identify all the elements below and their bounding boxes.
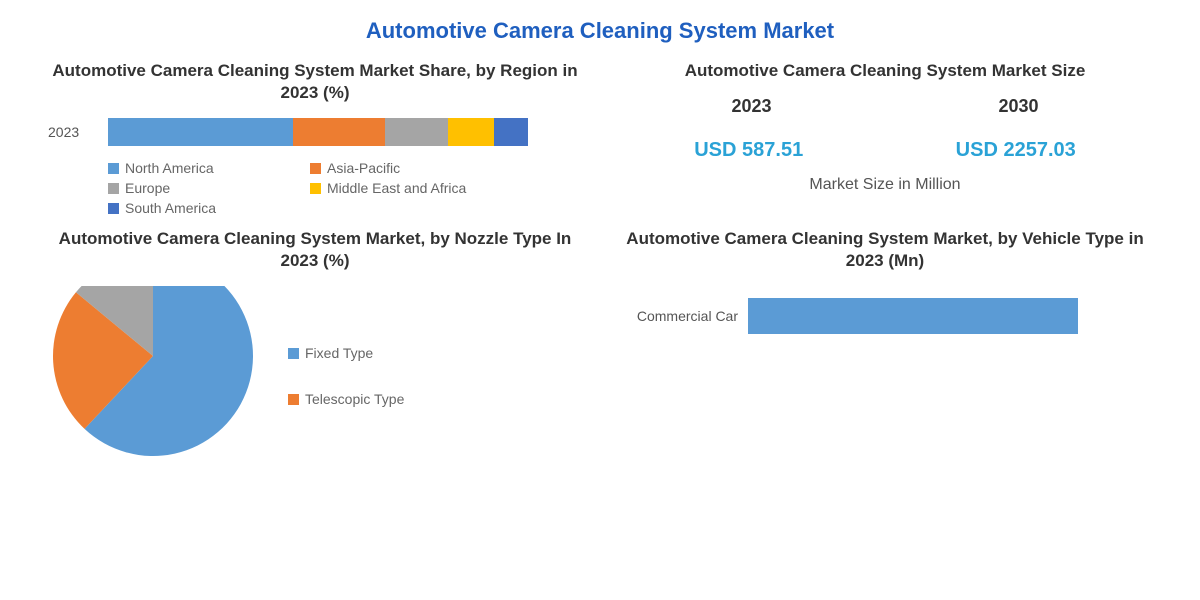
market-size-values: USD 587.51 USD 2257.03: [618, 139, 1152, 162]
pie-wrap: Fixed Type Telescopic Type: [48, 286, 582, 466]
legend-label: Asia-Pacific: [327, 160, 400, 176]
legend-item: Europe: [108, 180, 288, 196]
legend-label: Telescopic Type: [305, 391, 404, 407]
legend-swatch: [310, 183, 321, 194]
page-title: Automotive Camera Cleaning System Market: [0, 0, 1200, 54]
legend-swatch: [108, 183, 119, 194]
region-chart-title: Automotive Camera Cleaning System Market…: [48, 60, 582, 104]
hbar-category-label: Commercial Car: [618, 308, 748, 324]
legend-label: South America: [125, 200, 216, 216]
legend-item: Telescopic Type: [288, 391, 404, 407]
stacked-segment-europe: [385, 118, 448, 146]
market-size-value-0: USD 587.51: [694, 139, 803, 162]
pie-chart: [48, 286, 258, 466]
nozzle-chart-title: Automotive Camera Cleaning System Market…: [48, 228, 582, 272]
legend-swatch: [310, 163, 321, 174]
legend-swatch: [108, 203, 119, 214]
legend-item: North America: [108, 160, 288, 176]
legend-item: South America: [108, 200, 288, 216]
market-size-value-1: USD 2257.03: [956, 139, 1076, 162]
legend-item: Asia-Pacific: [310, 160, 490, 176]
legend-swatch: [108, 163, 119, 174]
nozzle-legend: Fixed Type Telescopic Type: [288, 345, 404, 407]
vehicle-chart-title: Automotive Camera Cleaning System Market…: [618, 228, 1152, 272]
region-legend: North America Asia-Pacific Europe Middle Ea…: [48, 160, 582, 216]
stacked-bar-year-label: 2023: [48, 124, 108, 140]
legend-label: Europe: [125, 180, 170, 196]
legend-swatch: [288, 394, 299, 405]
hbar-row: Commercial Car: [618, 298, 1152, 334]
legend-label: Fixed Type: [305, 345, 373, 361]
market-size-caption: Market Size in Million: [618, 176, 1152, 194]
legend-swatch: [288, 348, 299, 359]
stacked-segment-middle-east-and-africa: [448, 118, 494, 146]
region-chart-panel: Automotive Camera Cleaning System Market…: [30, 54, 600, 222]
stacked-bar: [108, 118, 528, 146]
legend-label: Middle East and Africa: [327, 180, 466, 196]
legend-item: Middle East and Africa: [310, 180, 490, 196]
stacked-segment-north-america: [108, 118, 293, 146]
market-size-panel: Automotive Camera Cleaning System Market…: [600, 54, 1170, 222]
legend-item: Fixed Type: [288, 345, 404, 361]
vehicle-chart-panel: Automotive Camera Cleaning System Market…: [600, 222, 1170, 472]
stacked-segment-south-america: [494, 118, 528, 146]
hbar: [748, 298, 1078, 334]
legend-label: North America: [125, 160, 214, 176]
market-size-year-1: 2030: [998, 96, 1038, 117]
market-size-title: Automotive Camera Cleaning System Market…: [618, 60, 1152, 82]
chart-grid: Automotive Camera Cleaning System Market…: [0, 54, 1200, 472]
market-size-years: 2023 2030: [618, 96, 1152, 117]
stacked-bar-row: 2023: [48, 118, 582, 146]
stacked-segment-asia-pacific: [293, 118, 385, 146]
nozzle-chart-panel: Automotive Camera Cleaning System Market…: [30, 222, 600, 472]
market-size-year-0: 2023: [731, 96, 771, 117]
